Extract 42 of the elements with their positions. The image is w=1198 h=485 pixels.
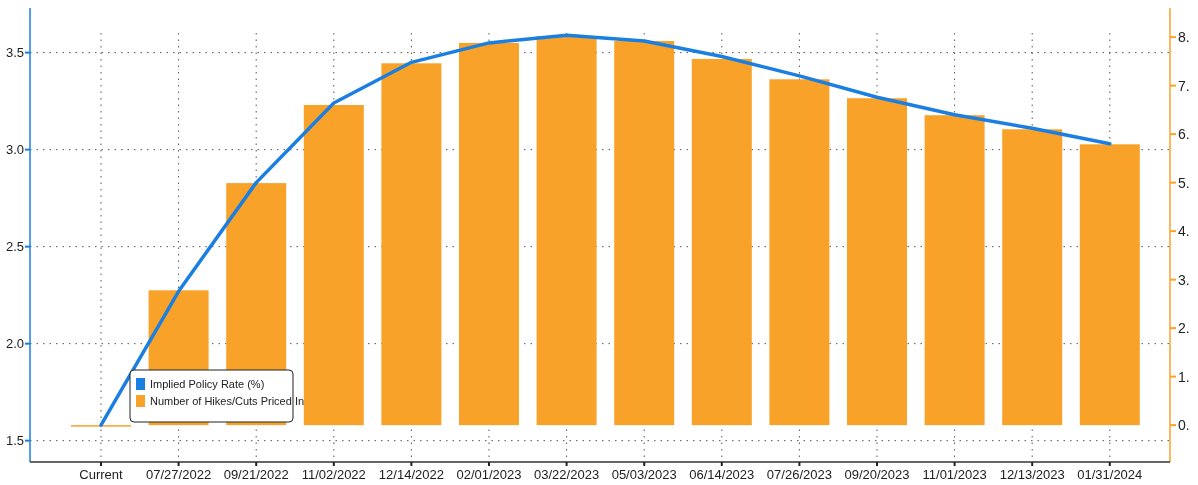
y-tick-label: 3.5 xyxy=(5,45,24,61)
y2-tick-label: 6. xyxy=(1178,126,1190,143)
y2-tick-label: 5. xyxy=(1178,174,1190,191)
y-tick-label: 1.5 xyxy=(5,433,24,449)
y2-tick-label: 1. xyxy=(1178,368,1190,385)
bar xyxy=(614,40,675,426)
y2-tick-label: 8. xyxy=(1178,29,1190,45)
x-tick-label: 03/22/2023 xyxy=(534,467,600,482)
bar xyxy=(847,98,907,426)
x-tick-label: Current xyxy=(79,467,124,482)
y2-tick-label: 2. xyxy=(1178,320,1190,337)
bar xyxy=(303,105,364,426)
x-tick-label: 11/01/2023 xyxy=(922,467,987,482)
bar xyxy=(1079,144,1140,426)
y-tick-label: 2.0 xyxy=(5,336,24,352)
legend-label: Implied Policy Rate (%) xyxy=(150,377,265,390)
y2-tick-label: 3. xyxy=(1178,271,1190,288)
y-tick-label: 2.5 xyxy=(5,239,24,255)
x-tick-label: 12/13/2023 xyxy=(999,467,1065,482)
x-tick-label: 05/03/2023 xyxy=(611,467,677,482)
y2-tick-label: 0. xyxy=(1178,417,1190,434)
x-tick-label: 07/26/2023 xyxy=(766,467,832,482)
bar xyxy=(1002,129,1063,426)
bar xyxy=(769,79,830,426)
bar xyxy=(536,36,597,426)
bar xyxy=(381,63,442,426)
y2-tick-label: 4. xyxy=(1178,223,1190,240)
x-tick-label: 11/02/2022 xyxy=(301,467,366,482)
x-tick-label: 06/14/2023 xyxy=(689,467,755,482)
x-tick-label: 07/27/2022 xyxy=(146,467,212,482)
bar xyxy=(459,42,519,426)
bar xyxy=(924,115,985,426)
y-tick-label: 3.0 xyxy=(5,142,24,158)
legend-label: Number of Hikes/Cuts Priced In xyxy=(150,394,305,407)
line-series xyxy=(99,33,1112,427)
bar xyxy=(691,58,752,426)
x-tick-label: 09/21/2022 xyxy=(223,467,289,482)
x-tick-label: 01/31/2024 xyxy=(1077,467,1143,482)
x-tick-label: 02/01/2023 xyxy=(456,467,522,482)
x-tick-label: 09/20/2023 xyxy=(844,467,910,482)
y2-tick-label: 7. xyxy=(1178,77,1190,94)
x-tick-label: 12/14/2022 xyxy=(378,467,444,482)
